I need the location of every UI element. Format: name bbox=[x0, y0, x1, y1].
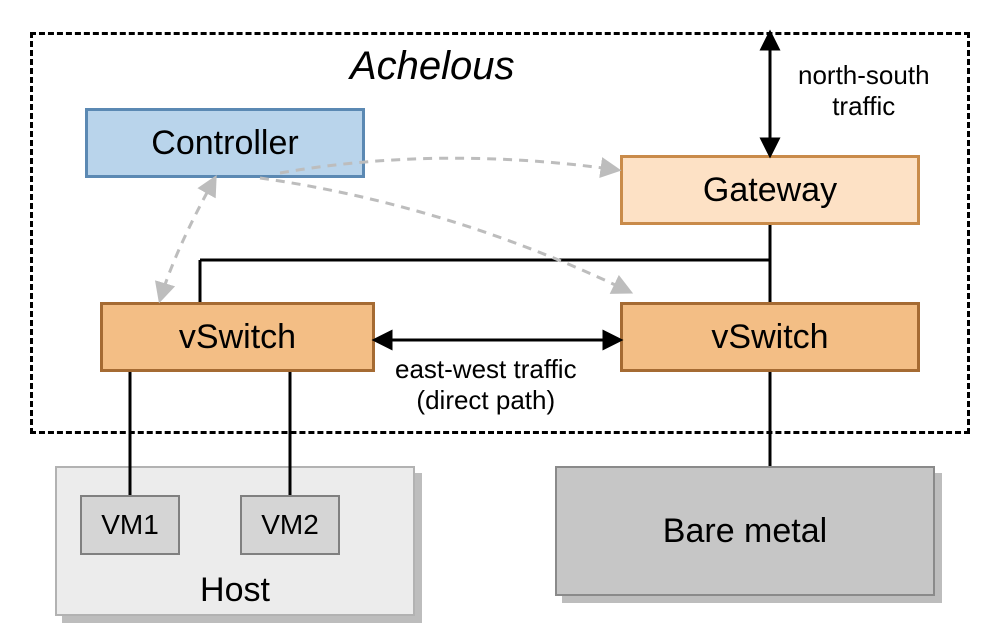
diagram-title: Achelous bbox=[350, 42, 515, 90]
vswitch-left-label: vSwitch bbox=[179, 318, 296, 357]
vswitch-right-box: vSwitch bbox=[620, 302, 920, 372]
vm2-box: VM2 bbox=[240, 495, 340, 555]
controller-label: Controller bbox=[151, 124, 298, 163]
vswitch-right-label: vSwitch bbox=[711, 318, 828, 357]
gateway-label: Gateway bbox=[703, 171, 837, 210]
bare-metal-box: Bare metal bbox=[555, 466, 935, 596]
gateway-box: Gateway bbox=[620, 155, 920, 225]
vm2-label: VM2 bbox=[261, 509, 319, 541]
vswitch-left-box: vSwitch bbox=[100, 302, 375, 372]
controller-box: Controller bbox=[85, 108, 365, 178]
north-south-label: north-southtraffic bbox=[798, 60, 930, 122]
east-west-label: east-west traffic(direct path) bbox=[395, 354, 577, 416]
bare-label: Bare metal bbox=[663, 512, 827, 551]
host-label: Host bbox=[57, 571, 413, 610]
vm1-label: VM1 bbox=[101, 509, 159, 541]
diagram-root: Achelous Host Bare metal Controller Gate… bbox=[0, 0, 1000, 634]
vm1-box: VM1 bbox=[80, 495, 180, 555]
